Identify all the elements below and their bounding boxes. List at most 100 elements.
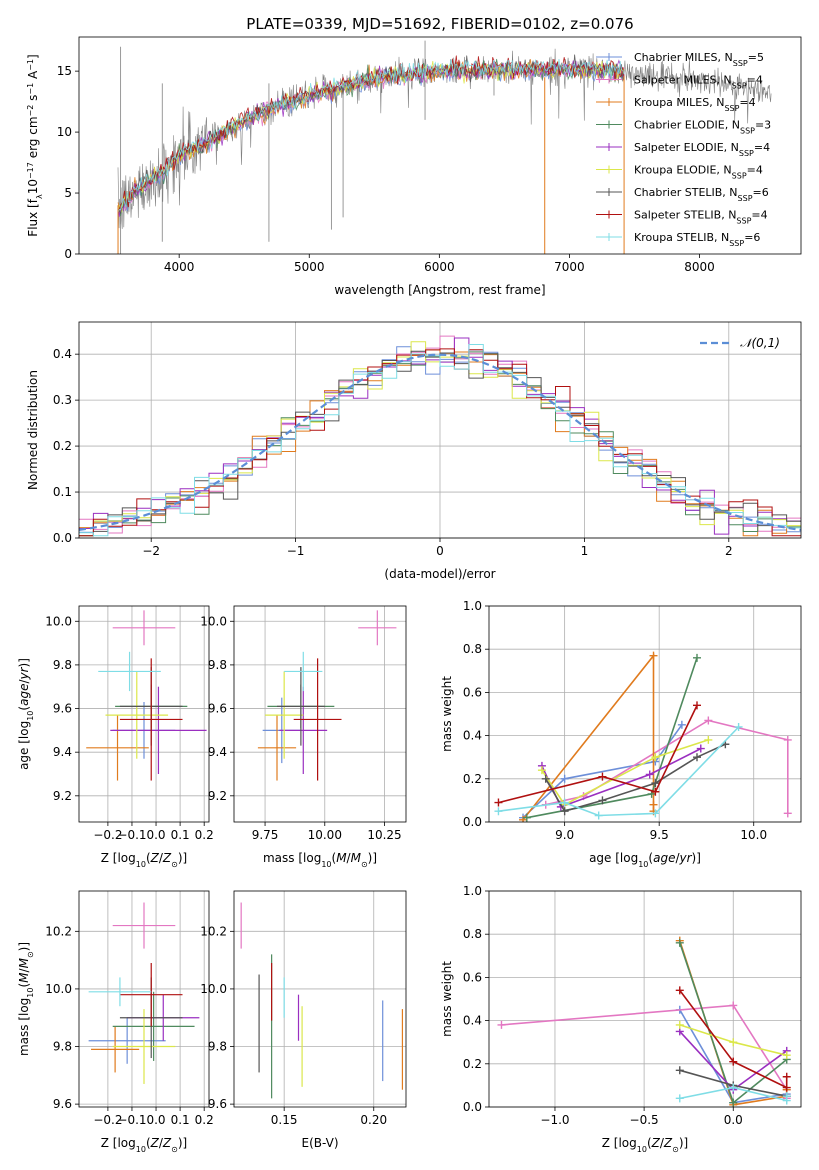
y-tick-label: 10.2 bbox=[200, 924, 227, 938]
series-marker bbox=[649, 651, 658, 660]
series-marker bbox=[704, 716, 713, 725]
series-marker bbox=[560, 798, 569, 807]
series-salpeter_stelib bbox=[498, 705, 698, 804]
massweight_vs_age-panel: 9.0 9.5 10.0 0.0 0.2 0.4 0.6 0.8 1.0 age [log10(a… bbox=[440, 599, 802, 869]
y-axis-label: Flux [fλ10−17 erg cm−2 s−1 A−1] bbox=[26, 54, 44, 236]
series-marker bbox=[651, 787, 660, 796]
plot-area bbox=[86, 610, 207, 781]
y-tick-label: 9.8 bbox=[53, 1040, 72, 1054]
legend-label: Kroupa STELIB, NSSP=6 bbox=[634, 231, 760, 248]
series-kroupa_stelib bbox=[498, 726, 740, 817]
x-tick-label: 2 bbox=[725, 544, 733, 558]
y-tick-label: 10.2 bbox=[45, 924, 72, 938]
series-marker bbox=[675, 938, 684, 947]
y-tick-label: 0.0 bbox=[53, 531, 72, 545]
series-marker bbox=[598, 796, 607, 805]
model-spectrum-kroupa_miles bbox=[117, 59, 625, 212]
y-tick-label: 9.8 bbox=[53, 658, 72, 672]
x-tick-label: 0.0 bbox=[146, 1113, 165, 1127]
x-tick-label: 0.2 bbox=[195, 1113, 214, 1127]
series-marker bbox=[677, 720, 686, 729]
y-axis-label: Normed distribution bbox=[26, 370, 40, 490]
series-chabrier_stelib bbox=[545, 743, 726, 813]
y-tick-label: 0.8 bbox=[463, 927, 482, 941]
y-tick-label: 9.4 bbox=[208, 745, 227, 759]
y-tick-label: 0.3 bbox=[53, 393, 72, 407]
age_vs_Z-panel: −0.2−0.1 0.0 0.1 0.2 9.2 9.4 9.6 9.8 10.0 Z [log1… bbox=[17, 605, 214, 869]
x-tick-label: 4000 bbox=[164, 260, 195, 274]
model-spectrum-salpeter_stelib bbox=[117, 55, 625, 211]
series-marker bbox=[651, 753, 660, 762]
series-marker bbox=[696, 744, 705, 753]
x-tick-label: −1 bbox=[287, 544, 305, 558]
series-marker bbox=[693, 653, 701, 662]
y-tick-label: 0 bbox=[64, 247, 72, 261]
series-marker bbox=[494, 807, 503, 816]
x-tick-label: 10.00 bbox=[308, 828, 342, 842]
series-marker bbox=[729, 1057, 738, 1066]
y-tick-label: 10.0 bbox=[200, 614, 227, 628]
y-tick-label: 9.2 bbox=[208, 789, 227, 803]
series-marker bbox=[651, 779, 660, 788]
series-marker bbox=[783, 735, 792, 744]
legend-label: Chabrier ELODIE, NSSP=3 bbox=[634, 119, 771, 136]
y-tick-label: 9.6 bbox=[208, 702, 227, 716]
x-tick-label: 0 bbox=[436, 544, 444, 558]
series-marker bbox=[651, 809, 660, 818]
y-tick-label: 0.6 bbox=[463, 685, 482, 699]
series-marker bbox=[645, 770, 654, 779]
series-salpeter_elodie bbox=[541, 747, 702, 808]
plot-area bbox=[240, 902, 404, 1099]
figure-title: PLATE=0339, MJD=51692, FIBERID=0102, z=0… bbox=[246, 15, 633, 33]
series-marker bbox=[675, 1020, 684, 1029]
x-tick-label: 1 bbox=[581, 544, 589, 558]
y-tick-label: 0.4 bbox=[463, 1014, 482, 1028]
series-marker bbox=[560, 774, 569, 783]
y-tick-label: 0.0 bbox=[463, 815, 482, 829]
y-tick-label: 10 bbox=[57, 125, 72, 139]
y-tick-label: 5 bbox=[64, 186, 72, 200]
spectrum-panel: 4000 5000 6000 7000 8000 0 5 10 15 wavelength [An… bbox=[26, 36, 802, 297]
y-tick-label: 15 bbox=[57, 64, 72, 78]
legend-label: Chabrier STELIB, NSSP=6 bbox=[634, 186, 769, 203]
x-axis-label: Z [log10(Z/Z⊙)] bbox=[602, 1136, 688, 1154]
y-tick-label: 10.0 bbox=[200, 982, 227, 996]
series-marker bbox=[729, 1038, 738, 1047]
y-tick-label: 10.0 bbox=[45, 614, 72, 628]
x-tick-label: 0.2 bbox=[195, 828, 214, 842]
series-marker bbox=[704, 735, 713, 744]
y-tick-label: 10.0 bbox=[45, 982, 72, 996]
series-marker bbox=[594, 811, 603, 820]
axes-frame bbox=[78, 321, 802, 539]
legend-label: Kroupa ELODIE, NSSP=4 bbox=[634, 164, 763, 181]
x-tick-label: 9.5 bbox=[650, 828, 669, 842]
y-axis-label: mass weight bbox=[440, 961, 454, 1037]
histogram-kroupa_stelib bbox=[79, 344, 801, 537]
model-spectrum-kroupa_stelib bbox=[117, 58, 625, 213]
series-marker bbox=[522, 813, 531, 822]
series-marker bbox=[783, 809, 792, 818]
y-axis-label: mass weight bbox=[440, 676, 454, 752]
axes-frame bbox=[488, 605, 802, 823]
x-tick-label: −1.0 bbox=[540, 1113, 569, 1127]
series-marker bbox=[494, 798, 503, 807]
axes-frame bbox=[233, 890, 407, 1108]
series-chabrier_elodie bbox=[526, 657, 698, 819]
series-marker bbox=[598, 772, 607, 781]
series-kroupa_elodie bbox=[541, 739, 709, 806]
x-axis-label: wavelength [Angstrom, rest frame] bbox=[334, 283, 545, 297]
x-tick-label: 0.0 bbox=[724, 1113, 743, 1127]
y-tick-label: 9.6 bbox=[208, 1097, 227, 1111]
y-tick-label: 0.2 bbox=[53, 439, 72, 453]
y-tick-label: 0.4 bbox=[53, 347, 72, 361]
legend-label: Salpeter MILES, NSSP=4 bbox=[634, 74, 763, 91]
x-tick-label: −2 bbox=[142, 544, 160, 558]
mass_vs_ebv-panel: 0.15 0.20 9.6 9.8 10.0 10.2 E(B-V) bbox=[200, 890, 407, 1150]
plot-area bbox=[117, 40, 772, 254]
x-axis-label: Z [log10(Z/Z⊙)] bbox=[101, 1136, 187, 1154]
x-tick-label: 0.20 bbox=[360, 1113, 387, 1127]
massweight_vs_Z-panel: −1.0 −0.5 0.0 0.0 0.2 0.4 0.6 0.8 1.0 Z [log10(Z/… bbox=[440, 884, 802, 1154]
x-tick-label: 0.0 bbox=[146, 828, 165, 842]
y-tick-label: 0.4 bbox=[463, 729, 482, 743]
x-axis-label: (data-model)/error bbox=[384, 567, 495, 581]
